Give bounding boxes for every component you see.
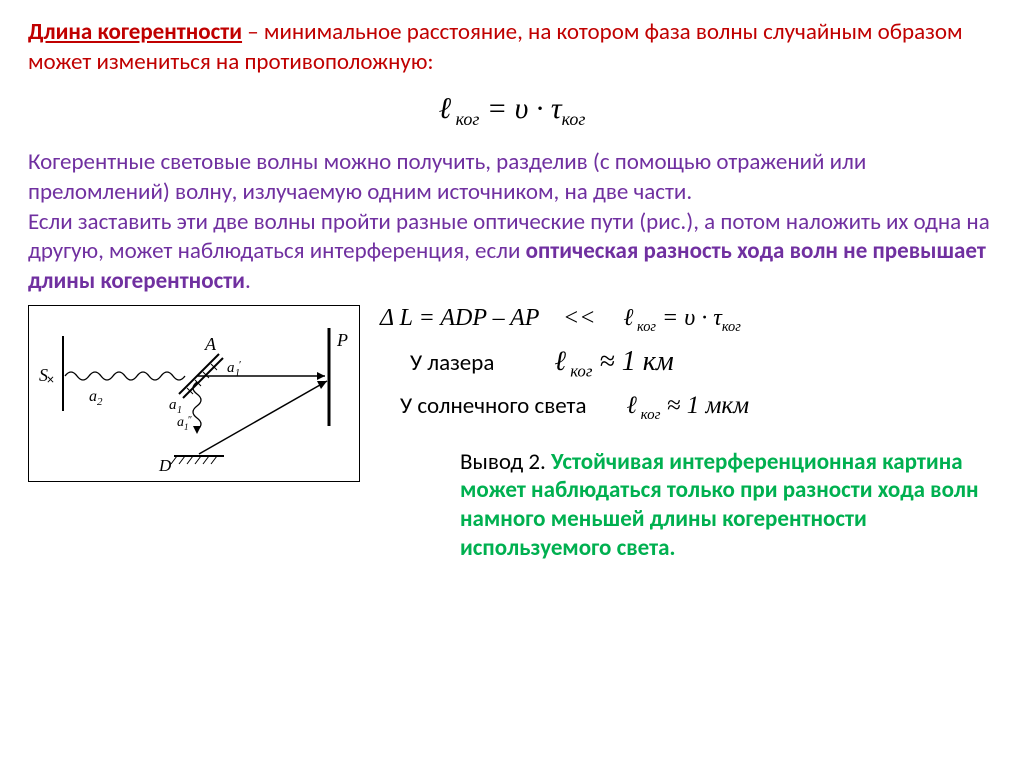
title-term: Длина когерентности	[28, 18, 242, 46]
laser-label: У лазера	[410, 349, 494, 377]
sun-line: У солнечного света ℓ ког ≈ 1 мкм	[400, 392, 996, 424]
svg-text:″: ″	[188, 415, 192, 426]
svg-text:2: 2	[97, 396, 103, 408]
title-paragraph: Длина когерентности – минимальное рассто…	[28, 18, 996, 78]
svg-text:′: ′	[239, 359, 241, 371]
para2a: Когерентные световые волны можно получит…	[28, 148, 866, 206]
label-D: D	[158, 456, 172, 475]
label-A: A	[204, 334, 217, 354]
eq-lkog-small: ℓ ког = υ · τког	[623, 305, 740, 336]
label-a1p: a	[227, 360, 235, 376]
label-P: P	[336, 330, 348, 350]
laser-value: ℓ ког ≈ 1 км	[554, 346, 673, 382]
main-formula: ℓ ког = υ · τког	[28, 92, 996, 130]
paragraph-coherent: Когерентные световые волны можно получит…	[28, 148, 996, 297]
sun-label: У солнечного света	[400, 392, 586, 420]
conclusion: Вывод 2. Устойчивая интерференционная ка…	[380, 448, 996, 563]
conclusion-label: Вывод 2.	[460, 448, 551, 476]
label-a1: a	[169, 397, 177, 413]
sun-value: ℓ ког ≈ 1 мкм	[626, 392, 749, 424]
optics-diagram: S × P a 2 A a 1 a 1	[28, 305, 360, 482]
label-a2: a	[89, 388, 97, 405]
svg-text:×: ×	[47, 371, 54, 388]
formula-text: ℓ ког = υ · τког	[439, 92, 586, 125]
eq-delta: Δ L = ADP – AP <<	[380, 305, 595, 332]
laser-line: У лазера ℓ ког ≈ 1 км	[410, 346, 996, 382]
eq-path-difference: Δ L = ADP – AP << ℓ ког = υ · τког	[380, 305, 996, 336]
formulas-right: Δ L = ADP – AP << ℓ ког = υ · τког У лаз…	[380, 305, 996, 562]
label-a1pp: a	[177, 415, 184, 430]
